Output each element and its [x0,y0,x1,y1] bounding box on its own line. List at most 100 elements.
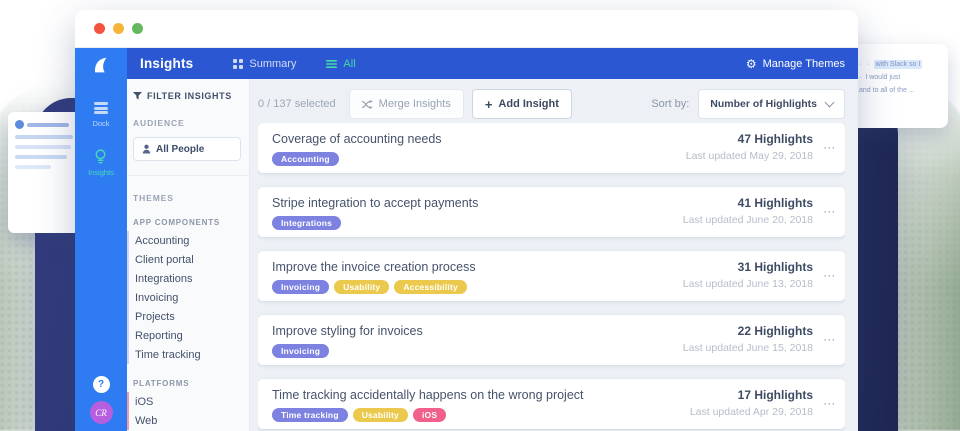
close-button[interactable] [94,23,105,34]
highlight-count: 41 Highlights [737,196,813,210]
tag-invoicing: Invoicing [272,344,330,358]
nav-rail: Dock Insights ? CR [75,48,127,431]
last-updated: Last updated June 15, 2018 [682,342,813,354]
blurred-text-line [15,135,73,139]
highlight-count: 31 Highlights [737,260,813,274]
tab-summary[interactable]: Summary [233,58,296,70]
theme-item-reporting[interactable]: Reporting [127,326,241,345]
last-updated: Last updated May 29, 2018 [685,150,813,162]
app-header: Insights Summary [127,48,858,79]
insight-title: Coverage of accounting needs [272,132,442,146]
tag-usability: Usability [334,280,390,294]
more-icon[interactable]: ··· [824,271,836,281]
tab-label: All [343,57,356,70]
theme-item-time-tracking[interactable]: Time tracking [127,345,241,364]
insight-card[interactable]: Stripe integration to accept payments In… [258,187,845,237]
theme-item-projects[interactable]: Projects [127,307,241,326]
platforms-group-label: PLATFORMS [133,379,190,388]
maximize-button[interactable] [132,23,143,34]
rail-item-label: Dock [92,118,110,128]
minimize-button[interactable] [113,23,124,34]
plus-icon: + [484,96,493,112]
highlight-dot: · [859,74,864,81]
database-icon [94,102,108,116]
divider [127,175,249,176]
tab-all[interactable]: All [326,57,356,70]
selection-count: 0 / 137 selected [258,98,336,110]
filter-sidebar: FILTER INSIGHTS AUDIENCE All People THEM… [127,79,250,431]
highlight-count: 22 Highlights [737,324,813,338]
filter-insights-header: FILTER INSIGHTS [133,91,241,101]
help-button[interactable]: ? [92,376,110,393]
funnel-icon [133,92,142,100]
background-note-card-right: · · with Slack so I · I would just and to … [845,44,948,128]
shuffle-icon [361,99,373,109]
insight-title: Improve styling for invoices [272,324,423,338]
app-logo-sail-icon[interactable] [90,55,112,82]
chevron-down-icon [824,97,835,108]
tag-usability: Usability [352,408,408,422]
highlight-count: 17 Highlights [737,388,813,402]
merge-insights-button[interactable]: Merge Insights [348,89,464,119]
manage-themes-button[interactable]: ⚙ Manage Themes [746,58,845,70]
grid-icon [233,58,244,69]
more-icon[interactable]: ··· [824,399,836,409]
app-window: Dock Insights ? CR I [75,10,858,431]
add-insight-label: Add Insight [498,98,559,110]
add-insight-button[interactable]: + Add Insight [471,89,572,119]
insight-card[interactable]: Improve styling for invoices Invoicing 2… [258,315,845,365]
tag-ios: iOS [412,408,447,422]
tag-accounting: Accounting [272,152,339,166]
sidebar-item-dock[interactable]: Dock [92,102,110,128]
blurred-author-name [27,122,69,127]
user-avatar[interactable]: CR [89,401,113,424]
insight-card[interactable]: Improve the invoice creation process Inv… [258,251,845,301]
person-icon [142,144,151,154]
gear-icon: ⚙ [745,56,757,71]
app-components-group-label: APP COMPONENTS [133,218,221,227]
list-toolbar: 0 / 137 selected Merge Insights [258,89,845,119]
list-icon [326,59,338,68]
person-icon [15,120,24,129]
highlight-dots: · · [859,61,872,68]
theme-item-ios[interactable]: iOS [127,392,241,411]
insight-cards: Coverage of accounting needs Accounting … [258,123,845,431]
last-updated: Last updated Apr 29, 2018 [689,406,813,418]
note-line: · I would just [859,74,901,81]
note-line: · · with Slack so I [859,60,923,69]
audience-section-label: AUDIENCE [133,118,185,128]
more-icon[interactable]: ··· [824,335,836,345]
insight-card[interactable]: Coverage of accounting needs Accounting … [258,123,845,173]
theme-item-web[interactable]: Web [127,411,241,430]
more-icon[interactable]: ··· [824,143,836,153]
background-note-card-left [8,112,80,233]
blurred-text-line [15,145,71,149]
theme-item-accounting[interactable]: Accounting [127,231,241,250]
theme-item-invoicing[interactable]: Invoicing [127,288,241,307]
insight-card[interactable]: Time tracking accidentally happens on th… [258,379,845,429]
sort-by-label: Sort by: [651,98,690,110]
blurred-text-line [15,155,68,159]
tab-label: Summary [249,57,297,70]
last-updated: Last updated June 20, 2018 [682,214,813,226]
sidebar-item-insights[interactable]: Insights [88,148,114,177]
tag-integrations: Integrations [272,216,342,230]
insight-title: Time tracking accidentally happens on th… [272,388,584,402]
sort-value: Number of Highlights [710,98,817,110]
note-line: and to all of the ... [859,87,915,94]
sort-dropdown[interactable]: Number of Highlights [698,89,845,119]
all-people-button[interactable]: All People [133,137,241,161]
more-icon[interactable]: ··· [824,207,836,217]
theme-item-integrations[interactable]: Integrations [127,269,241,288]
page-title: Insights [140,56,194,71]
window-titlebar [75,10,858,48]
theme-item-client-portal[interactable]: Client portal [127,250,241,269]
highlight-count: 47 Highlights [737,132,813,146]
tag-time-tracking: Time tracking [272,408,348,422]
insight-title: Stripe integration to accept payments [272,196,479,210]
platform-list: iOS Web [127,392,241,430]
view-tabs: Summary All [233,57,356,70]
merge-insights-label: Merge Insights [378,98,451,110]
last-updated: Last updated June 13, 2018 [682,278,813,290]
insight-title: Improve the invoice creation process [272,260,476,274]
